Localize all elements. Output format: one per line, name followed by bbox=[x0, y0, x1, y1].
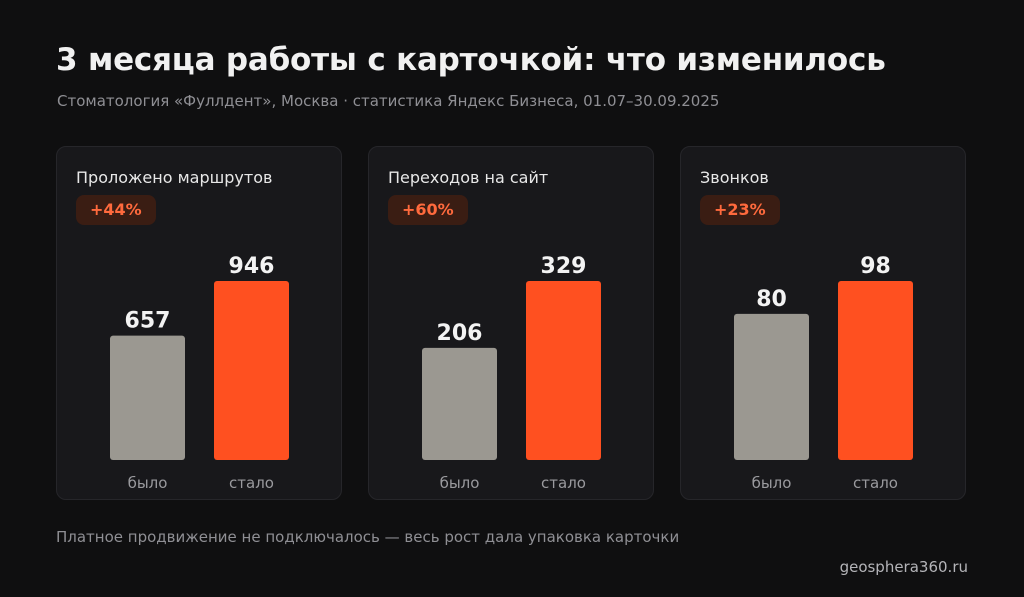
bar-value-label: 946 bbox=[229, 254, 275, 279]
bar-chart: 657 было 946 стало bbox=[110, 254, 289, 492]
card-title: Звонков bbox=[700, 168, 769, 187]
bar-after bbox=[214, 281, 289, 460]
bar-chart: 80 было 98 стало bbox=[734, 254, 913, 492]
chart-cards: Проложено маршрутов +44% 657 было 946 стало… bbox=[56, 146, 967, 500]
bar-value-label: 80 bbox=[756, 287, 787, 312]
bar-chart: 206 было 329 стало bbox=[422, 254, 601, 492]
category-label: стало bbox=[229, 474, 274, 492]
chart-card-calls: Звонков +23% 80 было 98 стало bbox=[680, 146, 966, 500]
change-badge: +23% bbox=[700, 195, 780, 225]
bar-value-label: 657 bbox=[125, 309, 171, 334]
category-label: стало bbox=[541, 474, 586, 492]
page-title: 3 месяца работы с карточкой: что изменил… bbox=[56, 42, 886, 78]
bar-value-label: 329 bbox=[541, 254, 587, 279]
category-label: было bbox=[440, 474, 480, 492]
bar-before bbox=[734, 313, 809, 460]
site-link[interactable]: geosphera360.ru bbox=[839, 558, 968, 576]
change-badge: +60% bbox=[388, 195, 468, 225]
chart-card-routes: Проложено маршрутов +44% 657 было 946 стало bbox=[56, 146, 342, 500]
category-label: было bbox=[128, 474, 168, 492]
chart-card-site-visits: Переходов на сайт +60% 206 было 329 стало bbox=[368, 146, 654, 500]
bar-value-label: 98 bbox=[860, 254, 891, 279]
card-title: Проложено маршрутов bbox=[76, 168, 273, 187]
card-title: Переходов на сайт bbox=[388, 168, 549, 187]
bar-value-label: 206 bbox=[437, 321, 483, 346]
bar-before bbox=[110, 335, 185, 460]
bar-after bbox=[526, 281, 601, 460]
footnote: Платное продвижение не подключалось — ве… bbox=[56, 528, 680, 546]
category-label: стало bbox=[853, 474, 898, 492]
bar-before bbox=[422, 347, 497, 460]
bar-after bbox=[838, 281, 913, 460]
page-subtitle: Стоматология «Фуллдент», Москва · статис… bbox=[57, 92, 720, 110]
category-label: было bbox=[752, 474, 792, 492]
change-badge: +44% bbox=[76, 195, 156, 225]
